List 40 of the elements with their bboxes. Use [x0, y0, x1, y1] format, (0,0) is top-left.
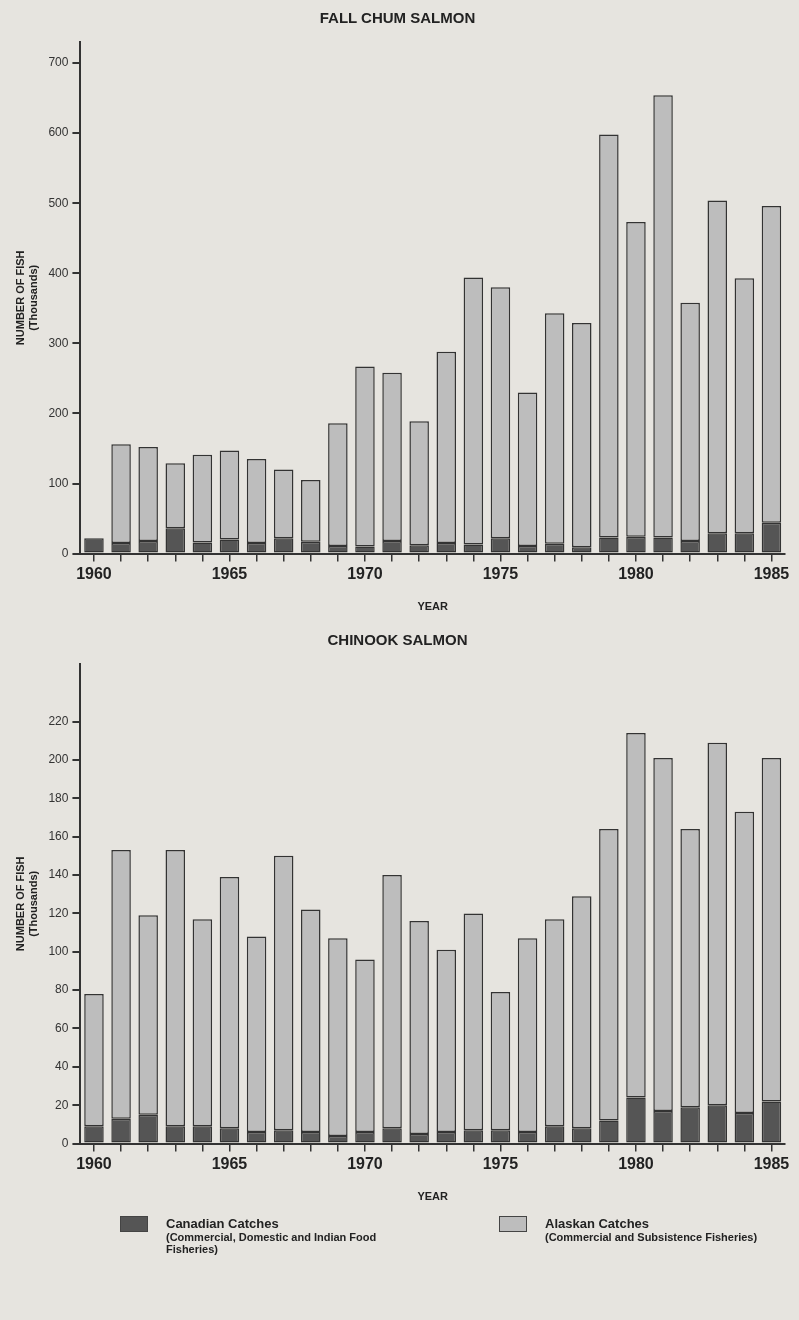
y-axis-title: NUMBER OF FISH (Thousands)	[13, 856, 39, 952]
chart-title: FALL CHUM SALMON	[319, 9, 476, 27]
chart-title: CHINOOK SALMON	[327, 631, 468, 649]
y-tick-label: 80	[55, 982, 69, 997]
y-tick-label: 0	[61, 545, 69, 560]
y-tick-label: 20	[55, 1097, 69, 1112]
y-tick-label: 140	[48, 867, 69, 882]
y-tick-label: 300	[48, 335, 69, 350]
x-axis-title: YEAR	[417, 1190, 449, 1203]
x-tick-label: 1975	[482, 564, 519, 582]
y-tick-label: 180	[48, 790, 69, 805]
y-tick-label: 60	[55, 1020, 69, 1035]
x-tick-label: 1980	[618, 564, 654, 582]
y-tick-label: 100	[48, 475, 69, 490]
y-tick-label: 220	[48, 713, 69, 728]
legend-label: Alaskan Catches (Commercial and Subsistence Fisheries)	[545, 1216, 758, 1243]
x-tick-label: 1975	[482, 1154, 519, 1172]
y-tick-label: 200	[48, 752, 69, 767]
y-tick-label: 40	[55, 1059, 69, 1074]
y-tick-label: 0	[61, 1135, 69, 1150]
y-tick-label: 500	[48, 195, 69, 210]
legend-label: Canadian Catches (Commercial, Domestic and Indian Food Fisheries)	[166, 1216, 378, 1255]
x-tick-label: 1965	[211, 564, 248, 582]
y-tick-label: 700	[48, 55, 69, 70]
x-tick-label: 1985	[753, 564, 790, 582]
y-tick-label: 400	[48, 265, 69, 280]
x-tick-label: 1985	[753, 1154, 790, 1172]
x-tick-label: 1960	[76, 1154, 112, 1172]
x-tick-label: 1980	[618, 1154, 654, 1172]
x-tick-label: 1970	[347, 564, 383, 582]
x-tick-label: 1960	[76, 564, 112, 582]
y-tick-label: 600	[48, 125, 69, 140]
y-tick-label: 200	[48, 405, 69, 420]
x-axis-title: YEAR	[417, 600, 449, 613]
y-tick-label: 100	[48, 944, 69, 959]
x-tick-label: 1965	[211, 1154, 248, 1172]
y-tick-label: 160	[48, 828, 69, 843]
y-axis-title: NUMBER OF FISH (Thousands)	[13, 250, 39, 346]
y-tick-label: 120	[48, 905, 69, 920]
x-tick-label: 1970	[347, 1154, 383, 1172]
